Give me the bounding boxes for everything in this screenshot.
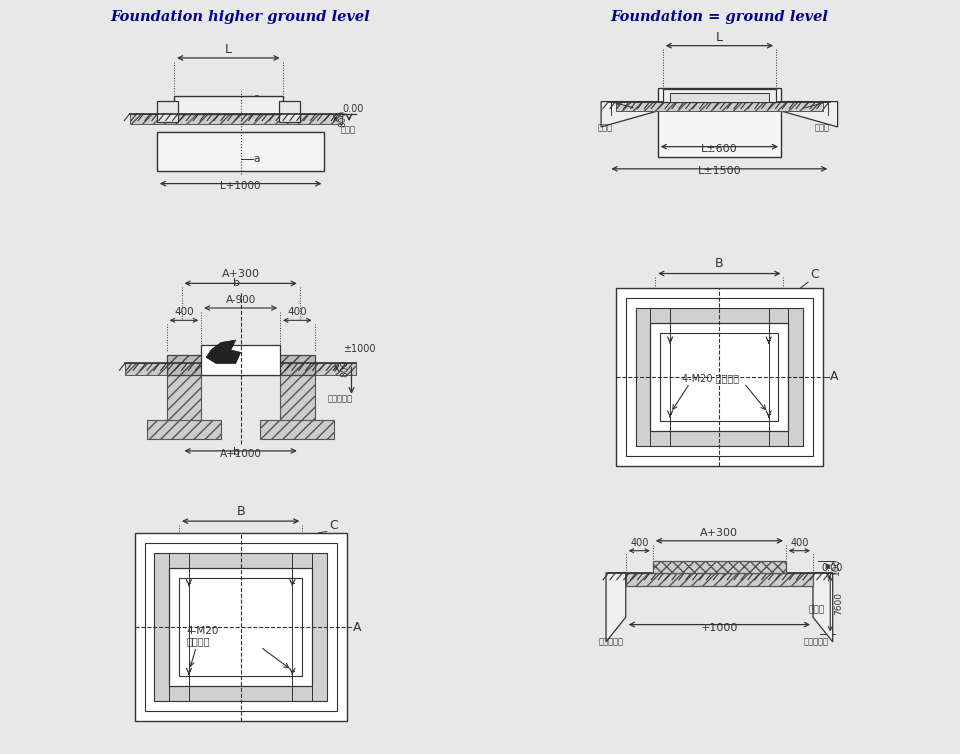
Bar: [167, 375, 202, 421]
Polygon shape: [206, 340, 241, 363]
Text: 接地线细杆: 接地线细杆: [804, 637, 828, 646]
Text: 电缆孔: 电缆孔: [814, 124, 829, 133]
Bar: [260, 420, 334, 439]
Bar: [650, 323, 788, 431]
Polygon shape: [601, 102, 658, 127]
Bar: [202, 345, 280, 375]
Text: 800: 800: [341, 360, 349, 377]
Bar: [130, 114, 342, 124]
Text: 400: 400: [630, 538, 649, 547]
Bar: [658, 87, 780, 157]
Text: L: L: [225, 43, 231, 56]
Polygon shape: [813, 573, 832, 642]
Text: b: b: [233, 447, 240, 457]
Bar: [662, 89, 776, 102]
Text: a: a: [252, 93, 259, 103]
Text: A+1000: A+1000: [220, 449, 261, 459]
Text: L±1500: L±1500: [698, 166, 741, 176]
Text: B: B: [715, 257, 724, 271]
Bar: [169, 568, 312, 686]
Polygon shape: [780, 102, 838, 127]
Bar: [660, 333, 779, 421]
Text: 电缆孔: 电缆孔: [341, 125, 355, 134]
Bar: [616, 102, 823, 111]
Bar: [174, 97, 282, 114]
Bar: [278, 101, 300, 122]
Text: 地脚螺钉: 地脚螺钉: [186, 636, 210, 646]
Text: 电缆孔: 电缆孔: [597, 124, 612, 133]
Text: +1000: +1000: [701, 623, 738, 633]
Bar: [280, 375, 315, 421]
Bar: [156, 101, 178, 122]
Text: b: b: [233, 278, 240, 288]
Bar: [147, 420, 221, 439]
Bar: [616, 288, 823, 466]
Text: C: C: [810, 268, 819, 281]
Text: a: a: [252, 154, 259, 164]
Bar: [125, 363, 356, 375]
Bar: [653, 560, 786, 573]
Text: 7600: 7600: [834, 592, 843, 615]
Text: 4-M20: 4-M20: [186, 627, 219, 636]
Polygon shape: [606, 573, 626, 642]
Text: A+300: A+300: [222, 269, 259, 279]
Text: 管孔机: 管孔机: [710, 559, 729, 569]
Text: 100: 100: [831, 558, 840, 575]
Text: 接地线细杆: 接地线细杆: [599, 637, 624, 646]
Text: A: A: [830, 370, 839, 384]
Text: 0.00: 0.00: [343, 104, 364, 114]
Text: L: L: [716, 31, 723, 44]
Text: 800: 800: [339, 109, 348, 127]
Text: ±1000: ±1000: [343, 344, 375, 354]
Text: L+1000: L+1000: [221, 180, 261, 191]
Text: 400: 400: [174, 308, 194, 317]
Text: 400: 400: [287, 308, 307, 317]
Bar: [626, 573, 813, 587]
Text: Foundation higher ground level: Foundation higher ground level: [110, 11, 371, 24]
Text: 视土层而定: 视土层而定: [328, 394, 353, 403]
Bar: [626, 298, 813, 456]
Bar: [167, 355, 315, 375]
Text: Foundation = ground level: Foundation = ground level: [611, 11, 828, 24]
Text: C: C: [329, 519, 338, 532]
Text: 4-M20 地脚螺钉: 4-M20 地脚螺钉: [683, 372, 739, 383]
Text: A: A: [352, 621, 361, 633]
Text: 排水道: 排水道: [808, 605, 825, 615]
Bar: [180, 578, 302, 676]
Bar: [155, 553, 326, 701]
Text: 400: 400: [790, 538, 808, 547]
Bar: [636, 308, 804, 446]
Bar: [145, 544, 337, 711]
Text: L±600: L±600: [701, 143, 737, 154]
Text: A+300: A+300: [701, 528, 738, 538]
Bar: [670, 93, 769, 102]
Text: 50: 50: [184, 102, 193, 113]
Bar: [134, 533, 347, 721]
Bar: [156, 132, 324, 171]
Text: B: B: [236, 505, 245, 518]
Text: 0.00: 0.00: [822, 563, 843, 573]
Text: A-900: A-900: [226, 295, 255, 305]
